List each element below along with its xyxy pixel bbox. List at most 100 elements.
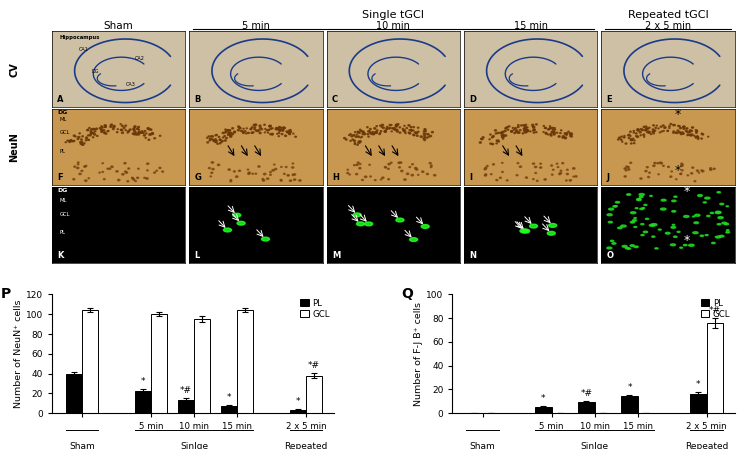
Ellipse shape (532, 124, 533, 126)
Ellipse shape (248, 172, 250, 174)
Ellipse shape (658, 229, 661, 230)
Ellipse shape (255, 130, 257, 131)
Ellipse shape (554, 133, 555, 134)
Ellipse shape (506, 180, 508, 181)
Ellipse shape (410, 129, 412, 131)
Ellipse shape (637, 129, 640, 131)
Ellipse shape (79, 173, 81, 175)
Ellipse shape (138, 134, 139, 135)
Ellipse shape (246, 133, 247, 134)
Ellipse shape (95, 131, 96, 132)
Bar (177, 400, 194, 413)
Ellipse shape (238, 170, 240, 172)
Ellipse shape (522, 229, 530, 233)
Ellipse shape (269, 126, 271, 127)
Ellipse shape (485, 174, 487, 175)
Text: E: E (607, 95, 612, 104)
Ellipse shape (81, 170, 83, 172)
Ellipse shape (142, 132, 144, 133)
Ellipse shape (660, 162, 662, 163)
Ellipse shape (239, 128, 241, 129)
Ellipse shape (277, 129, 278, 130)
Ellipse shape (228, 132, 229, 134)
Ellipse shape (677, 130, 679, 131)
Ellipse shape (229, 132, 231, 133)
Ellipse shape (657, 163, 659, 164)
Text: DG: DG (57, 188, 68, 193)
Ellipse shape (361, 131, 363, 132)
Ellipse shape (424, 131, 427, 132)
Ellipse shape (375, 132, 377, 133)
Ellipse shape (266, 178, 269, 179)
Ellipse shape (372, 133, 374, 134)
Text: NeuN: NeuN (10, 132, 19, 162)
Ellipse shape (402, 128, 404, 129)
Ellipse shape (680, 247, 683, 248)
Ellipse shape (533, 129, 536, 130)
Ellipse shape (671, 171, 672, 172)
Ellipse shape (567, 169, 568, 170)
Ellipse shape (101, 131, 102, 132)
Ellipse shape (485, 175, 487, 176)
Ellipse shape (282, 129, 284, 130)
Ellipse shape (672, 211, 676, 212)
Ellipse shape (623, 246, 627, 247)
Ellipse shape (653, 165, 655, 167)
Ellipse shape (267, 132, 269, 133)
Ellipse shape (263, 173, 266, 175)
Ellipse shape (364, 133, 366, 135)
Ellipse shape (681, 170, 683, 171)
Ellipse shape (101, 131, 102, 132)
Ellipse shape (117, 129, 118, 130)
Ellipse shape (497, 140, 499, 141)
Ellipse shape (525, 128, 527, 129)
Text: Single tGCI: Single tGCI (362, 10, 424, 20)
Ellipse shape (122, 173, 124, 175)
Ellipse shape (561, 130, 562, 131)
Ellipse shape (252, 132, 254, 133)
Bar (151, 314, 168, 413)
Ellipse shape (484, 168, 486, 170)
Text: *: * (674, 164, 681, 177)
Ellipse shape (147, 128, 149, 129)
Ellipse shape (299, 180, 301, 181)
Ellipse shape (268, 129, 270, 130)
Ellipse shape (70, 141, 71, 142)
Ellipse shape (501, 135, 503, 136)
Ellipse shape (358, 141, 359, 142)
Ellipse shape (533, 132, 535, 133)
Ellipse shape (379, 133, 381, 135)
Ellipse shape (697, 136, 698, 137)
Ellipse shape (368, 131, 369, 132)
Ellipse shape (414, 135, 415, 136)
Ellipse shape (255, 173, 257, 174)
Ellipse shape (553, 130, 554, 131)
Ellipse shape (632, 220, 637, 221)
Ellipse shape (496, 140, 498, 141)
Ellipse shape (548, 134, 549, 135)
Ellipse shape (516, 175, 518, 176)
Ellipse shape (565, 137, 566, 138)
Ellipse shape (491, 137, 493, 138)
Ellipse shape (523, 128, 525, 129)
Ellipse shape (658, 174, 660, 175)
Ellipse shape (644, 204, 647, 206)
Ellipse shape (423, 133, 425, 134)
Ellipse shape (389, 124, 391, 126)
Ellipse shape (702, 171, 704, 172)
Ellipse shape (417, 131, 419, 132)
Ellipse shape (726, 232, 729, 233)
Ellipse shape (479, 142, 482, 143)
Ellipse shape (675, 132, 677, 133)
Ellipse shape (628, 169, 630, 170)
Ellipse shape (150, 133, 152, 135)
Ellipse shape (101, 129, 102, 131)
Ellipse shape (278, 129, 280, 130)
Ellipse shape (79, 133, 80, 134)
Ellipse shape (496, 143, 497, 144)
Ellipse shape (255, 124, 257, 125)
Ellipse shape (398, 167, 401, 168)
Ellipse shape (624, 168, 626, 169)
Ellipse shape (654, 130, 656, 131)
Ellipse shape (680, 173, 682, 175)
